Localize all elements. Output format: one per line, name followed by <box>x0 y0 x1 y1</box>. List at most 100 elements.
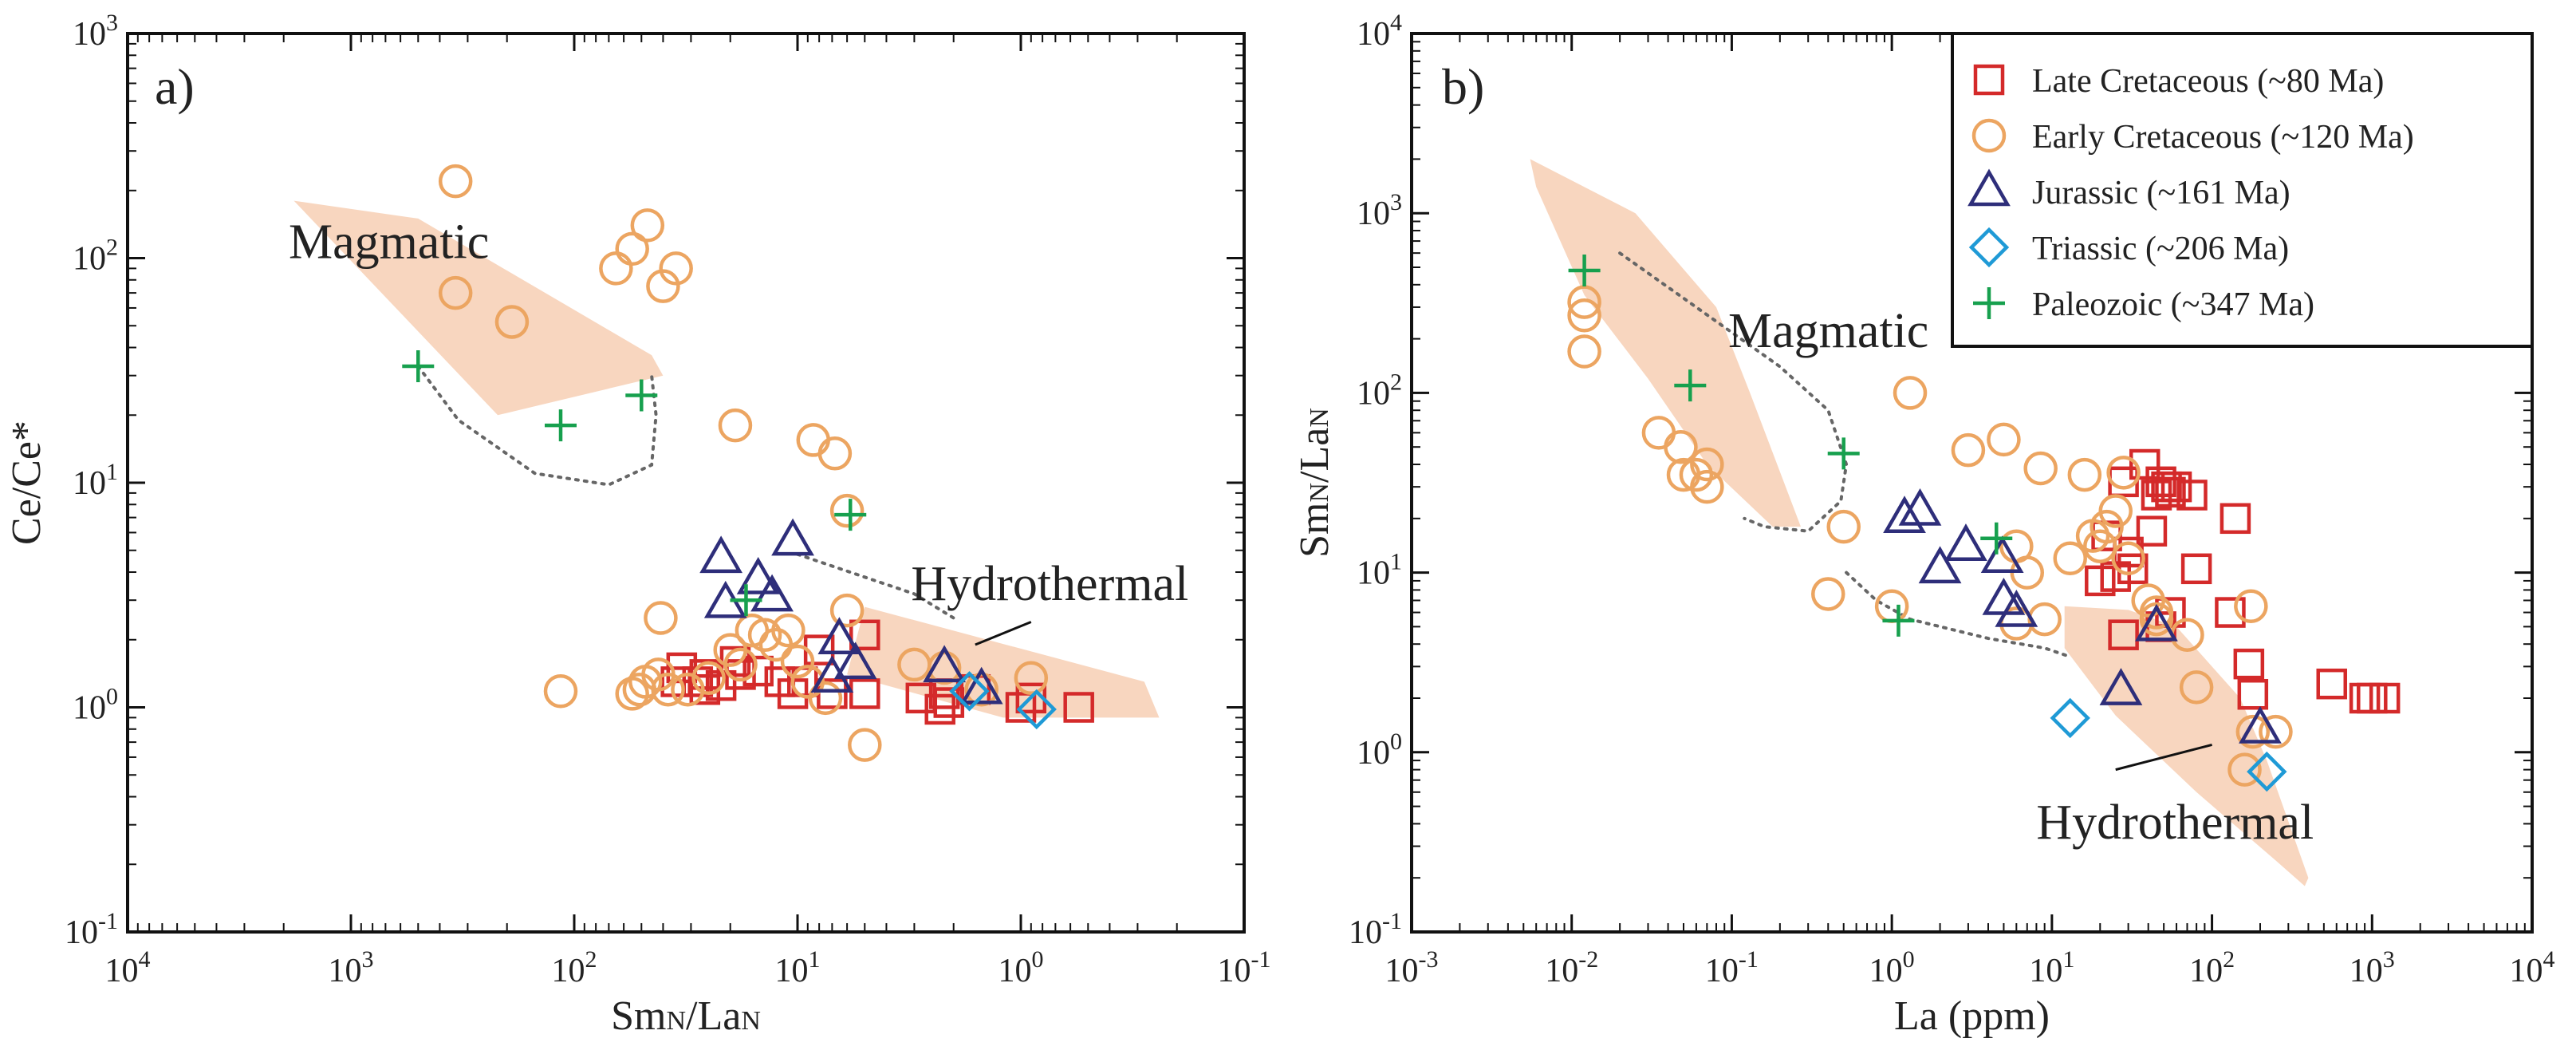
field-hydrothermal <box>847 606 1160 718</box>
field-label-magmatic: Magmatic <box>289 215 489 270</box>
data-point-circle <box>790 665 825 699</box>
data-point-circle <box>1664 429 1698 464</box>
data-point-circle <box>659 251 693 286</box>
data-point-triangle <box>833 642 877 680</box>
data-point-square <box>924 693 955 725</box>
data-point-circle <box>2053 541 2087 576</box>
field-label-magmatic: Magmatic <box>1728 304 1928 358</box>
x-tick-label: 10-2 <box>1545 946 1598 989</box>
data-point-circle <box>796 423 831 457</box>
data-point-circle <box>780 644 815 679</box>
field-label-hydrothermal: Hydrothermal <box>2036 796 2314 850</box>
data-point-circle <box>1690 469 1724 504</box>
x-tick-label: 104 <box>105 946 151 989</box>
legend-label: Triassic (~206 Ma) <box>2032 231 2289 267</box>
data-point-square <box>2233 648 2265 680</box>
data-point-plus <box>402 350 435 383</box>
dotted-hydrothermal-extension <box>796 552 955 620</box>
data-point-triangle <box>736 557 780 594</box>
data-point-triangle <box>1918 546 1962 584</box>
field-leader-line <box>2115 744 2212 772</box>
data-point-triangle <box>810 655 854 693</box>
data-point-triangle <box>2239 705 2282 744</box>
data-point-plus <box>1674 369 1707 402</box>
data-point-plus <box>545 409 577 442</box>
data-point-circle <box>1567 334 1601 369</box>
dotted-hydrothermal-extension <box>1845 570 2072 659</box>
data-point-square <box>2237 678 2269 710</box>
data-point-plus <box>625 379 658 412</box>
data-point-square <box>2220 503 2251 535</box>
y-tick-label: 102 <box>1357 369 1402 412</box>
series-circle <box>438 164 1049 762</box>
data-point-triangle <box>1995 590 2038 627</box>
legend-label: Late Cretaceous (~80 Ma) <box>2032 63 2384 100</box>
field-label-hydrothermal: Hydrothermal <box>911 557 1188 611</box>
data-point-circle <box>1951 432 1986 468</box>
data-point-plus <box>1882 604 1915 637</box>
legend-diamond-icon <box>1968 227 2010 268</box>
data-point-square <box>2316 668 2347 700</box>
data-point-circle <box>599 251 633 286</box>
y-tick-label: 100 <box>1357 728 1402 772</box>
data-point-circle <box>438 275 473 310</box>
y-tick-label: 100 <box>73 684 118 727</box>
data-point-square <box>2349 682 2381 714</box>
y-tick-label: 101 <box>73 459 118 502</box>
series-diamond <box>2050 697 2287 792</box>
data-point-square <box>2108 619 2139 650</box>
panel-label: b) <box>1442 58 1484 115</box>
data-point-triangle <box>1944 523 1987 561</box>
data-point-circle <box>438 164 473 199</box>
series-diamond <box>949 671 1057 730</box>
data-point-square <box>2369 682 2401 714</box>
x-tick-label: 103 <box>329 946 374 989</box>
data-point-square <box>849 678 880 709</box>
data-point-circle <box>1679 457 1714 492</box>
data-point-plus <box>1980 522 2013 555</box>
data-point-square <box>849 619 880 651</box>
data-point-circle <box>964 672 998 707</box>
y-axis-label: Ce/Ce* <box>4 420 49 545</box>
data-point-circle <box>2023 451 2058 486</box>
data-point-circle <box>1826 509 1861 544</box>
x-tick-label: 10-1 <box>1705 946 1759 989</box>
panel-label: a) <box>155 58 195 115</box>
data-point-circle <box>671 672 705 707</box>
data-point-circle <box>2090 509 2124 544</box>
data-point-square <box>2160 471 2192 503</box>
legend: Late Cretaceous (~80 Ma) Early Cretaceous… <box>1951 32 2534 348</box>
legend-triangle-icon <box>1967 168 2011 207</box>
data-point-square <box>2085 565 2116 597</box>
x-tick-label: 103 <box>2350 946 2395 989</box>
x-axis-label: SmN/LaN <box>611 993 761 1039</box>
data-point-circle <box>2111 541 2145 576</box>
data-point-circle <box>1641 416 1676 450</box>
data-point-circle <box>651 672 685 707</box>
data-point-square <box>2108 466 2139 498</box>
data-point-circle <box>2227 752 2262 787</box>
data-point-circle <box>2027 602 2062 637</box>
x-axis-label: La (ppm) <box>1894 993 2050 1039</box>
data-point-circle <box>543 674 578 709</box>
legend-box <box>1951 32 2534 348</box>
data-point-circle <box>718 408 753 443</box>
data-point-circle <box>1690 447 1724 482</box>
x-tick-label: 101 <box>2029 946 2074 989</box>
data-point-triangle <box>771 518 814 556</box>
data-point-triangle <box>817 617 861 655</box>
plot-frame <box>126 32 1246 934</box>
data-point-circle <box>2235 714 2271 749</box>
data-point-circle <box>691 661 726 696</box>
data-point-circle <box>1874 589 1909 623</box>
data-point-circle <box>747 618 782 653</box>
y-axis-label: SmN/LaN <box>1292 408 1337 558</box>
data-point-circle <box>927 650 962 685</box>
data-point-square <box>2136 515 2168 547</box>
data-point-circle <box>2234 589 2268 623</box>
field-leader-line <box>975 621 1032 646</box>
data-point-circle <box>1987 422 2021 457</box>
data-point-square <box>2129 448 2160 480</box>
y-tick-label: 104 <box>1357 10 1402 53</box>
data-point-circle <box>2259 714 2293 749</box>
